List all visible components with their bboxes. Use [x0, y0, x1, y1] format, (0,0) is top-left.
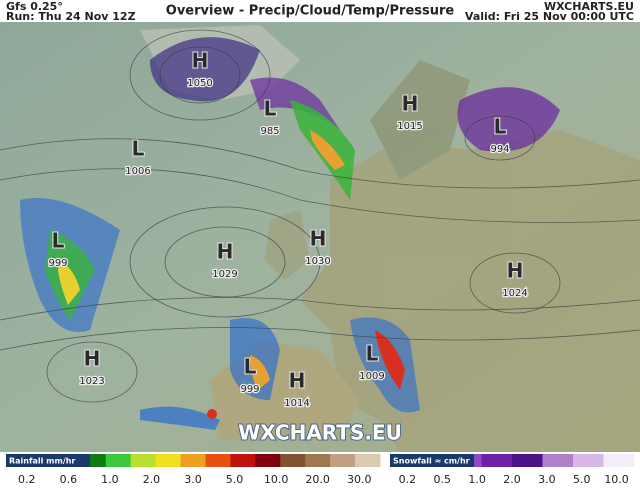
pressure-symbol: L	[132, 137, 145, 161]
legend-title: Rainfall mm/hr	[9, 457, 75, 466]
legend-label: 0.5	[434, 473, 452, 486]
pressure-value: 999	[240, 384, 259, 395]
legend-label: 5.0	[573, 473, 591, 486]
pressure-symbol: H	[84, 347, 101, 371]
pressure-value: 1030	[305, 256, 330, 267]
legend-swatch	[573, 454, 604, 467]
legend-swatch	[280, 454, 306, 467]
legend-swatch	[205, 454, 231, 467]
legend-title-bg	[6, 454, 90, 467]
legend-title-bg	[390, 454, 474, 467]
pressure-symbol: L	[366, 342, 379, 366]
legend-swatch	[603, 454, 635, 467]
pressure-value: 1009	[359, 371, 384, 382]
site-name: WXCHARTS.EU	[544, 0, 634, 13]
legend-swatch	[481, 454, 513, 467]
legend-swatch	[130, 454, 157, 467]
header-bar	[0, 0, 640, 22]
legend-label: 30.0	[347, 473, 372, 486]
legend-label: 3.0	[184, 473, 202, 486]
run-time: Run: Thu 24 Nov 12Z	[6, 10, 136, 23]
legend-label: 1.0	[468, 473, 486, 486]
pressure-centers: H 1050 L 985 H 1015 L 994 L 1006 L 999 H 1029 H 1030 H 10…	[47, 48, 529, 411]
legend-swatch	[512, 454, 543, 467]
pressure-value: 994	[490, 144, 509, 155]
pressure-symbol: H	[217, 240, 234, 264]
pressure-symbol: L	[244, 355, 257, 379]
legend-swatch	[542, 454, 574, 467]
legend-label: 0.2	[399, 473, 417, 486]
legend-swatch	[355, 454, 381, 467]
pressure-value: 999	[48, 258, 67, 269]
map-title: Overview - Precip/Cloud/Temp/Pressure	[166, 4, 455, 19]
pressure-value: 1024	[502, 288, 527, 299]
pressure-symbol: H	[507, 259, 524, 283]
pressure-symbol: L	[264, 97, 277, 121]
legend-swatch	[330, 454, 356, 467]
pressure-symbol: H	[310, 227, 327, 251]
pressure-symbol: H	[289, 369, 306, 393]
pressure-symbol: H	[402, 92, 419, 116]
isobars	[0, 29, 640, 403]
legend-label: 0.2	[18, 473, 36, 486]
legend-title: Snowfall ≈ cm/hr	[393, 457, 470, 466]
model-name: Gfs 0.25°	[6, 0, 63, 13]
legend-swatch	[155, 454, 182, 467]
pressure-symbol: L	[52, 229, 65, 253]
pressure-value: 1029	[212, 269, 237, 280]
pressure-value: 1006	[125, 166, 150, 177]
legend-swatch	[180, 454, 206, 467]
valid-time: Valid: Fri 25 Nov 00:00 UTC	[465, 10, 634, 23]
pressure-symbol: L	[494, 115, 507, 139]
legend-swatch	[105, 454, 132, 467]
pressure-value: 1050	[187, 78, 212, 89]
legend-label: 2.0	[143, 473, 161, 486]
pressure-value: 1015	[397, 121, 422, 132]
legend-swatch	[230, 454, 256, 467]
legend-label: 20.0	[305, 473, 330, 486]
pressure-value: 985	[260, 126, 279, 137]
legend-swatch	[255, 454, 281, 467]
legend-label: 5.0	[226, 473, 244, 486]
precipitation	[20, 37, 560, 430]
legend-label: 2.0	[503, 473, 521, 486]
watermark: WXCHARTS.EU	[238, 421, 402, 445]
pressure-value: 1023	[79, 376, 104, 387]
legend-label: 10.0	[604, 473, 629, 486]
legend-label: 0.6	[60, 473, 78, 486]
pressure-symbol: H	[192, 49, 209, 73]
legend-label: 3.0	[538, 473, 556, 486]
pressure-value: 1014	[284, 398, 309, 409]
legend-label: 1.0	[101, 473, 119, 486]
legend-label: 10.0	[264, 473, 289, 486]
legend: Rainfall mm/hr 0.2 0.6 1.0 2.0 3.0 5.0 10.0 20.0…	[6, 454, 635, 486]
legend-swatch	[305, 454, 331, 467]
